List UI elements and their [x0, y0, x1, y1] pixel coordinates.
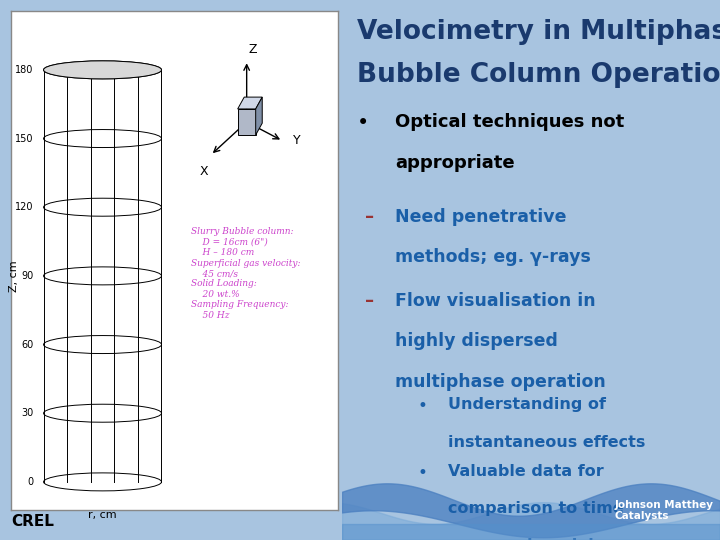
- Text: Z, cm: Z, cm: [9, 260, 19, 292]
- Text: •: •: [418, 397, 428, 415]
- Text: Optical techniques not: Optical techniques not: [395, 113, 624, 131]
- Text: Flow visualisation in: Flow visualisation in: [395, 292, 595, 309]
- Text: Bubble Column Operation: Bubble Column Operation: [357, 62, 720, 88]
- Text: Y: Y: [292, 134, 300, 147]
- Text: 180: 180: [15, 65, 34, 75]
- Text: –: –: [365, 208, 374, 226]
- Text: CREL: CREL: [11, 514, 54, 529]
- Text: 90: 90: [22, 271, 34, 281]
- Text: highly dispersed: highly dispersed: [395, 332, 558, 350]
- Text: Velocimetry in Multiphase: Velocimetry in Multiphase: [357, 19, 720, 45]
- Text: •: •: [357, 113, 369, 133]
- Text: X: X: [199, 165, 208, 178]
- Text: 0: 0: [27, 477, 34, 487]
- Text: r, cm: r, cm: [89, 510, 117, 520]
- Text: instantaneous effects: instantaneous effects: [448, 435, 645, 450]
- Text: Need penetrative: Need penetrative: [395, 208, 567, 226]
- FancyBboxPatch shape: [238, 109, 256, 135]
- Text: comparison to time: comparison to time: [448, 501, 624, 516]
- Text: appropriate: appropriate: [395, 154, 515, 172]
- Text: Frame 001  19 May 2003: Frame 001 19 May 2003: [21, 19, 158, 29]
- Text: averaged models: averaged models: [448, 538, 603, 540]
- Polygon shape: [238, 97, 262, 109]
- Text: –: –: [365, 292, 374, 309]
- Polygon shape: [256, 97, 262, 135]
- Text: Z: Z: [249, 43, 258, 56]
- Text: Understanding of: Understanding of: [448, 397, 606, 412]
- Text: Valuable data for: Valuable data for: [448, 464, 603, 480]
- Text: multiphase operation: multiphase operation: [395, 373, 606, 390]
- Text: methods; eg. γ-rays: methods; eg. γ-rays: [395, 248, 591, 266]
- Text: •: •: [418, 464, 428, 482]
- Text: Johnson Matthey
Catalysts: Johnson Matthey Catalysts: [614, 500, 713, 521]
- Text: 30: 30: [22, 408, 34, 418]
- Text: 60: 60: [22, 340, 34, 349]
- Text: 120: 120: [15, 202, 34, 212]
- Ellipse shape: [44, 61, 161, 79]
- Text: Slurry Bubble column:
    D = 16cm (6")
    H – 180 cm
Superficial gas velocity:: Slurry Bubble column: D = 16cm (6") H – …: [191, 227, 300, 320]
- Text: 150: 150: [15, 133, 34, 144]
